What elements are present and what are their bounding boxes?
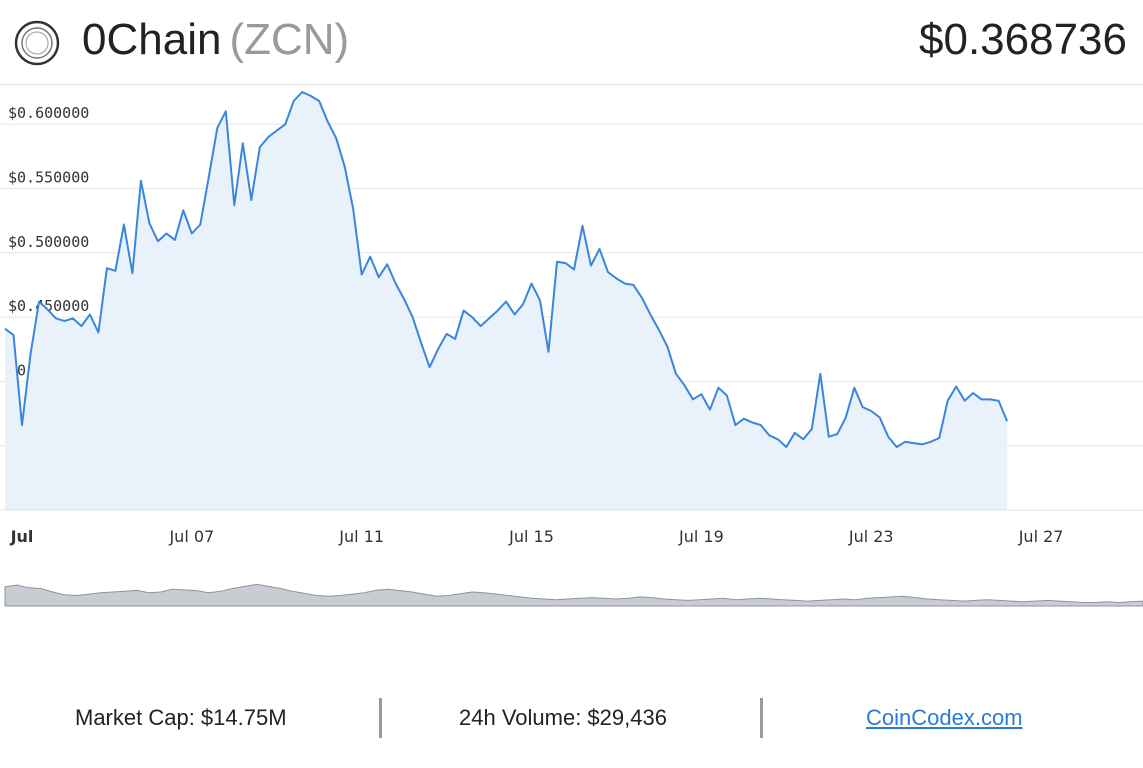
x-tick-label: Jul [10,527,34,546]
coincodex-link[interactable]: CoinCodex.com [866,705,1023,730]
coin-logo-icon [14,20,60,66]
price-area [5,92,1008,510]
price-chart[interactable]: $0.300000$0.350000$0.400000$0.450000$0.5… [0,84,1143,614]
y-tick-label: $0.600000 [8,104,89,122]
y-tick-label: $0.500000 [8,233,89,251]
market-cap: Market Cap: $14.75M [75,705,287,730]
footer-divider [760,698,763,738]
y-tick-label: $0.550000 [8,168,89,186]
price-line [4,91,1009,448]
coin-name: 0Chain [82,15,222,64]
footer-divider [379,698,382,738]
x-tick-label: Jul 27 [1018,527,1064,546]
x-tick-label: Jul 23 [848,527,894,546]
current-price: $0.368736 [919,15,1127,64]
coin-symbol: (ZCN) [229,15,350,64]
x-tick-label: Jul 07 [168,527,214,546]
x-tick-label: Jul 15 [508,527,554,546]
y-tick-label: $0.450000 [8,297,89,315]
volume-navigator [4,583,1143,607]
x-tick-label: Jul 11 [338,527,384,546]
footer-stats: Market Cap: $14.75M 24h Volume: $29,436 … [0,690,1143,746]
x-tick-label: Jul 19 [678,527,724,546]
volume-24h: 24h Volume: $29,436 [459,705,667,730]
header: 0Chain (ZCN) $0.368736 [0,0,1143,85]
coin-title: 0Chain (ZCN) [82,10,349,70]
